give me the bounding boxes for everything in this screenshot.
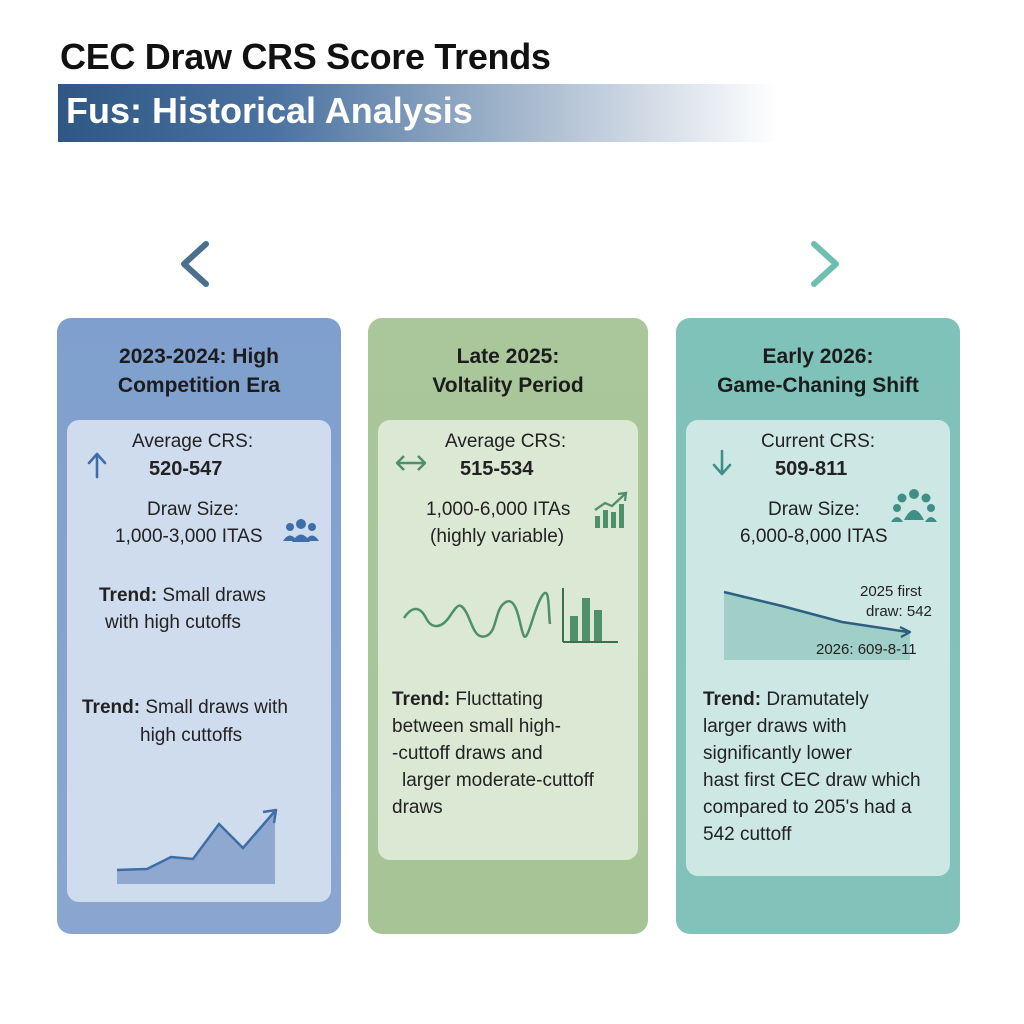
column-panel: Current CRS: 509-811 Draw Size: 6,000-8,… xyxy=(686,420,950,876)
crs-label: Current CRS: xyxy=(761,431,876,452)
trend-line: significantly lower xyxy=(703,743,852,764)
column-panel: Average CRS: 515-534 1,000-6,000 ITAs (h… xyxy=(378,420,638,860)
trend-text: Trend: Small draws xyxy=(99,582,266,609)
trend-line: Small draws xyxy=(162,585,266,606)
crs-label: Average CRS: xyxy=(445,431,567,452)
draw-size-note: (highly variable) xyxy=(430,526,565,547)
crs-range: 520-547 xyxy=(149,458,223,480)
column-early-2026: Early 2026: Game-Chaning Shift Current C… xyxy=(676,318,960,934)
growth-bars-icon xyxy=(594,491,628,528)
trend-line: between small high- xyxy=(392,716,561,737)
column-title-line: Competition Era xyxy=(117,374,281,397)
bar-chart-icon xyxy=(562,588,618,643)
people-icon xyxy=(283,519,319,542)
trend-line: high cuttoffs xyxy=(140,725,243,746)
draw-size-label: Draw Size: xyxy=(147,499,239,520)
column-title-line: Late 2025: xyxy=(456,345,560,368)
column-panel: Average CRS: 520-547 Draw Size: 1,000-3,… xyxy=(67,420,331,902)
subtitle-bar xyxy=(58,84,778,142)
chart-note: 2026: 609-8-11 xyxy=(816,641,917,658)
chart-note: draw: 542 xyxy=(866,603,932,620)
trend-line: larger draws with xyxy=(703,716,847,737)
trend-line: compared to 205's had a xyxy=(703,797,912,818)
column-title: Early 2026: Game-Chaning Shift xyxy=(676,342,960,400)
trend-line: hast first CEC draw which xyxy=(703,770,921,791)
column-late-2025: Late 2025: Voltality Period Average CRS:… xyxy=(368,318,648,934)
draw-size-value: 6,000-8,000 ITAS xyxy=(740,526,888,547)
draw-size-value: 1,000-6,000 ITAs xyxy=(426,499,571,520)
column-title-line: Voltality Period xyxy=(432,374,584,397)
wave-icon xyxy=(402,591,552,638)
trend-line: 542 cuttoff xyxy=(703,824,792,845)
trend-line: Small draws with xyxy=(145,697,288,718)
trend-text: Trend: Small draws with xyxy=(82,694,288,721)
trend-text: Trend: Dramutately xyxy=(703,686,869,713)
column-title: Late 2025: Voltality Period xyxy=(368,342,648,400)
trend-text: Trend: Flucttating xyxy=(392,686,543,713)
draw-size-label: Draw Size: xyxy=(768,499,860,520)
arrow-down-icon xyxy=(712,449,732,476)
column-title: 2023-2024: High Competition Era xyxy=(57,342,341,400)
arrow-up-icon xyxy=(87,452,107,479)
trend-line: Flucttating xyxy=(455,689,543,710)
trend-line: -cuttoff draws and xyxy=(392,743,543,764)
trend-line: Dramutately xyxy=(766,689,869,710)
trend-line: larger moderate-cuttoff xyxy=(402,770,594,791)
crs-range: 509-811 xyxy=(775,458,848,480)
column-title-line: 2023-2024: High xyxy=(119,345,279,368)
column-title-line: Game-Chaning Shift xyxy=(717,374,919,397)
group-icon xyxy=(891,489,937,522)
page-title: CEC Draw CRS Score Trends xyxy=(60,36,551,77)
column-2023-2024: 2023-2024: High Competition Era Average … xyxy=(57,318,341,934)
area-chart-icon xyxy=(116,808,278,884)
area-chart-icon xyxy=(723,590,912,660)
trend-line: with high cutoffs xyxy=(105,612,241,633)
double-arrow-icon xyxy=(395,455,427,471)
column-title-line: Early 2026: xyxy=(762,345,874,368)
draw-size-value: 1,000-3,000 ITAS xyxy=(115,526,263,547)
trend-label: Trend: xyxy=(703,689,762,710)
crs-range: 515-534 xyxy=(460,458,534,480)
trend-label: Trend: xyxy=(82,697,141,718)
timeline-arrow xyxy=(181,241,839,287)
trend-label: Trend: xyxy=(99,585,158,606)
trend-line: draws xyxy=(392,797,443,818)
page-subtitle: Fus: Historical Analysis xyxy=(66,90,473,131)
chart-note: 2025 first xyxy=(860,583,922,600)
trend-label: Trend: xyxy=(392,689,451,710)
crs-label: Average CRS: xyxy=(132,431,254,452)
